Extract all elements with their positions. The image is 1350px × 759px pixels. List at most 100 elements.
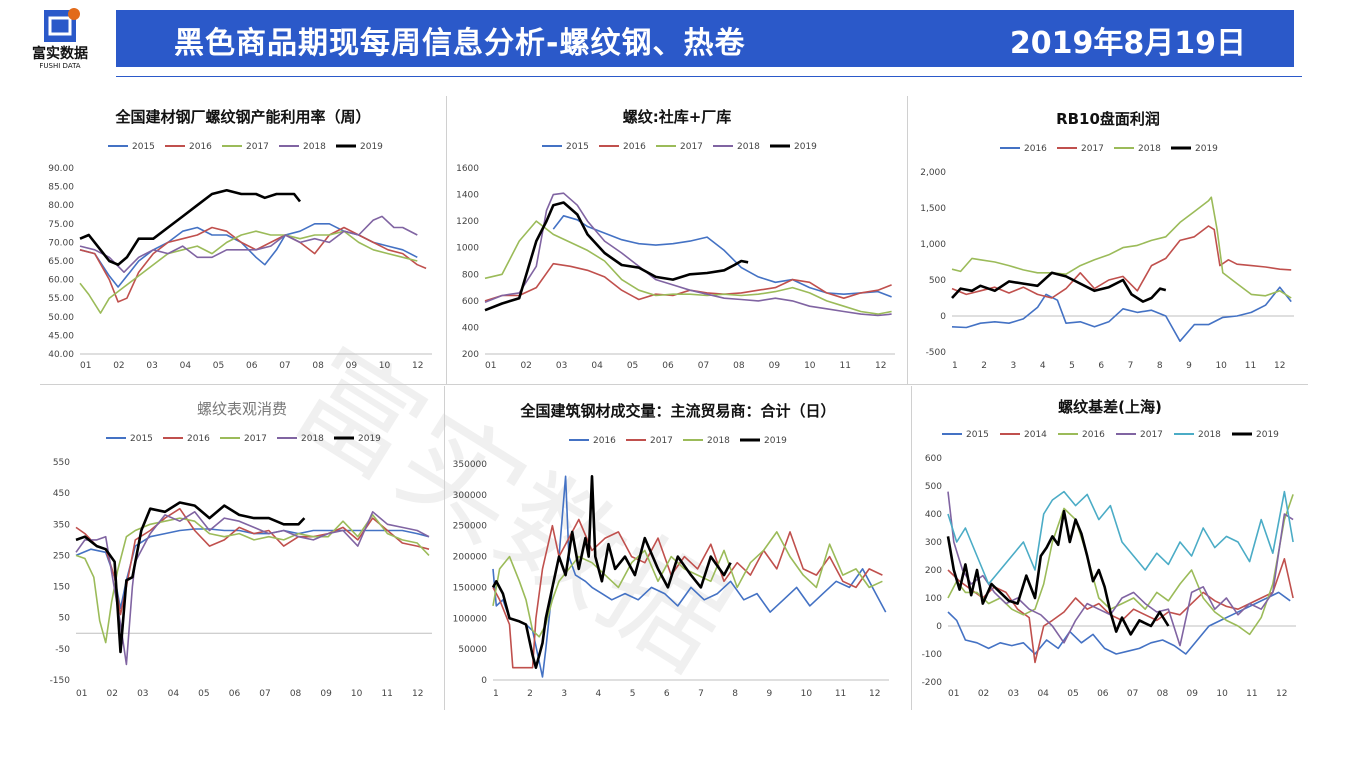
series-line-2015 (75, 528, 430, 610)
x-tick-label: 01 (485, 361, 496, 371)
y-tick-label: 65.00 (48, 257, 74, 267)
x-tick-label: 03 (556, 361, 567, 371)
series-line-2016 (79, 226, 427, 303)
chart-svg: 2015 2016 2017 2018 2019 550 450 350 250 150 50 -50… (50, 434, 432, 699)
legend-label: 2018 (737, 142, 760, 152)
legend-label: 2014 (1024, 430, 1047, 440)
y-tick-label: 100000 (453, 614, 488, 624)
x-tick-label: 09 (346, 361, 358, 371)
y-tick-label: 150000 (453, 583, 488, 593)
x-tick-label: 10 (801, 689, 813, 699)
y-tick-label: 75.00 (48, 220, 74, 230)
chart-svg: 2016 2017 2018 2019350000300000250000200000… (453, 436, 889, 699)
y-tick-label: 50.00 (48, 313, 74, 323)
x-tick-label: 08 (733, 361, 745, 371)
chart-basis-shanghai: 螺纹基差(上海) 2015 2014 2016 2017 2018 2019 600 500 4… (912, 386, 1308, 710)
legend-label: 2018 (1198, 430, 1221, 440)
x-tick-label: 02 (520, 361, 531, 371)
legend-label: 2017 (1140, 430, 1163, 440)
series-line-2018 (492, 531, 883, 638)
x-tick-label: 5 (630, 689, 636, 699)
report-date: 2019年8月19日 (1009, 26, 1246, 61)
x-tick-label: 05 (213, 361, 224, 371)
x-tick-label: 03 (1008, 689, 1019, 699)
y-tick-label: -50 (55, 645, 70, 655)
x-tick-label: 9 (766, 689, 772, 699)
x-tick-label: 07 (259, 689, 270, 699)
x-tick-label: 10 (1215, 361, 1227, 371)
x-tick-label: 8 (1157, 361, 1163, 371)
y-tick-label: 55.00 (48, 294, 74, 304)
header-rule (116, 76, 1302, 77)
x-tick-label: 03 (137, 689, 148, 699)
x-tick-label: 12 (412, 361, 423, 371)
x-tick-label: 02 (107, 689, 118, 699)
x-tick-label: 6 (664, 689, 670, 699)
x-tick-label: 3 (1011, 361, 1017, 371)
y-tick-label: 800 (462, 270, 479, 280)
legend-label: 2018 (1138, 144, 1161, 154)
chart-capacity-utilization: 全国建材钢厂螺纹钢产能利用率（周） 2015 2016 2017 2018 2019 90… (40, 96, 446, 384)
legend-label: 2015 (130, 434, 153, 444)
y-tick-label: 0 (936, 622, 942, 632)
y-tick-label: 40.00 (48, 350, 74, 360)
x-tick-label: 11 (835, 689, 846, 699)
x-tick-label: 01 (76, 689, 87, 699)
x-tick-label: 8 (732, 689, 738, 699)
x-tick-label: 4 (596, 689, 602, 699)
y-tick-label: 90.00 (48, 164, 74, 174)
x-tick-label: 05 (198, 689, 209, 699)
y-tick-label: 80.00 (48, 201, 74, 211)
legend-label: 2019 (1256, 430, 1279, 440)
x-tick-label: 2 (527, 689, 533, 699)
y-tick-label: -100 (922, 650, 943, 660)
x-tick-label: 09 (1187, 689, 1199, 699)
y-tick-label: 50 (59, 614, 71, 624)
y-tick-label: 500 (929, 276, 946, 286)
x-tick-label: 01 (80, 361, 91, 371)
y-tick-label: 600 (925, 454, 942, 464)
x-tick-label: 6 (1098, 361, 1104, 371)
legend-label: 2017 (246, 142, 269, 152)
x-tick-label: 10 (351, 689, 363, 699)
x-tick-label: 10 (1216, 689, 1228, 699)
legend-label: 2017 (680, 142, 703, 152)
x-tick-label: 07 (698, 361, 709, 371)
x-tick-label: 10 (379, 361, 391, 371)
y-tick-label: 450 (53, 489, 70, 499)
x-tick-label: 12 (412, 689, 423, 699)
legend-label: 2019 (794, 142, 817, 152)
x-tick-label: 08 (312, 361, 324, 371)
x-tick-label: 09 (769, 361, 781, 371)
x-tick-label: 06 (662, 361, 674, 371)
y-tick-label: 250000 (453, 522, 488, 532)
x-tick-label: 06 (229, 689, 241, 699)
x-tick-label: 11 (1246, 689, 1257, 699)
y-tick-label: 1000 (456, 244, 479, 254)
legend-label: 2019 (1195, 144, 1218, 154)
x-tick-label: 07 (1127, 689, 1138, 699)
series-line-2015 (947, 591, 1291, 655)
x-tick-label: 09 (320, 689, 332, 699)
legend-label: 2018 (707, 436, 730, 446)
series-line-2017 (484, 220, 892, 315)
legend-label: 2017 (1081, 144, 1104, 154)
y-tick-label: -200 (922, 678, 943, 688)
x-tick-label: 11 (840, 361, 851, 371)
series-line-2019 (951, 271, 1167, 303)
y-tick-label: 600 (462, 297, 479, 307)
legend-label: 2017 (650, 436, 673, 446)
logo-glyph (48, 16, 72, 36)
legend-label: 2018 (301, 434, 324, 444)
y-tick-label: 300000 (453, 491, 488, 501)
logo-name: 富实数据 (32, 45, 88, 62)
series-line-2019 (491, 475, 732, 670)
series-line-2016 (492, 475, 887, 678)
x-tick-label: 4 (1040, 361, 1046, 371)
y-tick-label: 350000 (453, 460, 488, 470)
y-tick-label: 200000 (453, 553, 488, 563)
x-tick-label: 08 (290, 689, 302, 699)
x-tick-label: 04 (591, 361, 603, 371)
legend-label: 2016 (623, 142, 646, 152)
series-line-2019 (946, 509, 1170, 636)
